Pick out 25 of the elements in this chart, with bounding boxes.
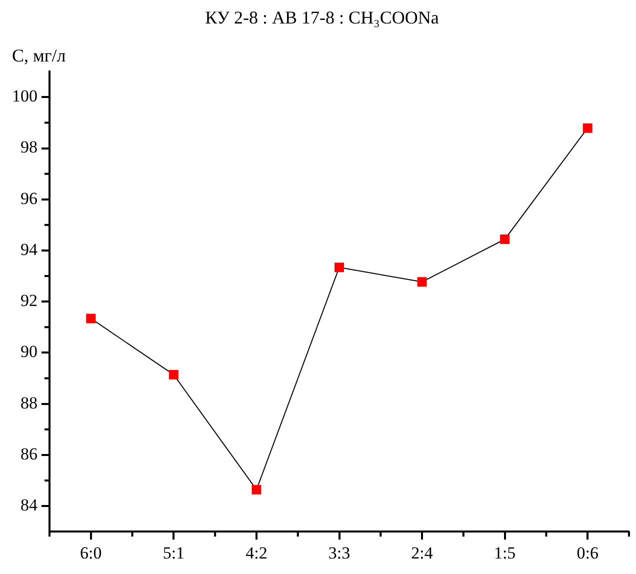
y-tick-label: 100	[12, 86, 38, 106]
x-tick-label: 4:2	[246, 543, 268, 562]
y-tick-label: 90	[20, 342, 38, 362]
y-tick-label: 96	[20, 188, 38, 208]
y-tick-label: 88	[20, 393, 38, 412]
x-tick-label: 0:6	[576, 543, 598, 562]
x-tick-label: 2:4	[411, 543, 434, 562]
y-tick-label: 98	[20, 138, 38, 157]
point	[86, 314, 96, 324]
point	[500, 234, 510, 244]
x-tick-label: 5:1	[162, 543, 185, 562]
chart-title: КУ 2-8 : АВ 17-8 : CH₃COONa	[205, 8, 439, 28]
y-tick-label: 84	[20, 496, 38, 515]
y-axis-title: C, мг/л	[12, 45, 66, 66]
y-tick-label: 94	[20, 240, 38, 259]
y-tick-label: 86	[20, 444, 38, 464]
y-tick-label: 92	[20, 291, 38, 310]
point	[582, 123, 592, 133]
x-tick-label: 3:3	[328, 543, 350, 562]
point	[417, 277, 427, 287]
point	[168, 370, 178, 380]
x-tick-label: 6:0	[80, 543, 102, 562]
point	[334, 262, 344, 272]
point	[252, 484, 262, 494]
x-tick-label: 1:5	[494, 543, 516, 562]
